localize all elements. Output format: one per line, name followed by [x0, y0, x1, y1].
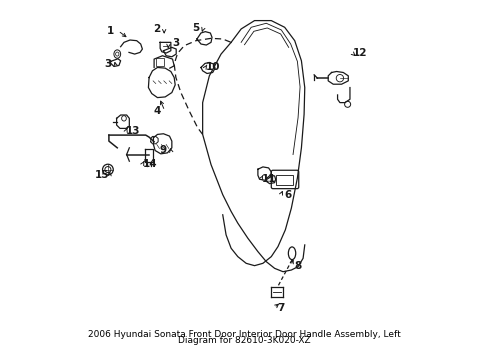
- Ellipse shape: [114, 50, 121, 58]
- Text: 3: 3: [172, 39, 179, 48]
- Text: 12: 12: [352, 48, 366, 58]
- Text: 6: 6: [284, 190, 291, 201]
- Text: 7: 7: [277, 303, 285, 313]
- Text: 11: 11: [261, 174, 275, 184]
- Text: 2: 2: [153, 24, 160, 34]
- Bar: [276, 175, 292, 185]
- Text: 1: 1: [107, 26, 114, 36]
- Ellipse shape: [115, 52, 119, 56]
- Text: Diagram for 82610-3K020-XZ: Diagram for 82610-3K020-XZ: [178, 336, 310, 345]
- Ellipse shape: [336, 75, 343, 82]
- Text: 5: 5: [192, 23, 199, 33]
- Text: 14: 14: [142, 159, 157, 169]
- Text: 13: 13: [126, 126, 141, 136]
- Ellipse shape: [344, 101, 350, 107]
- Ellipse shape: [122, 116, 126, 121]
- Text: 9: 9: [160, 145, 167, 156]
- Text: 15: 15: [95, 170, 109, 180]
- Ellipse shape: [102, 164, 113, 175]
- Ellipse shape: [104, 167, 111, 172]
- Text: 4: 4: [153, 106, 161, 116]
- Text: 2006 Hyundai Sonata Front Door Interior Door Handle Assembly, Left: 2006 Hyundai Sonata Front Door Interior …: [88, 330, 400, 339]
- Text: 8: 8: [294, 261, 301, 271]
- Text: 3: 3: [104, 59, 111, 69]
- Bar: [156, 58, 164, 66]
- Text: 10: 10: [205, 63, 220, 72]
- Ellipse shape: [288, 247, 295, 260]
